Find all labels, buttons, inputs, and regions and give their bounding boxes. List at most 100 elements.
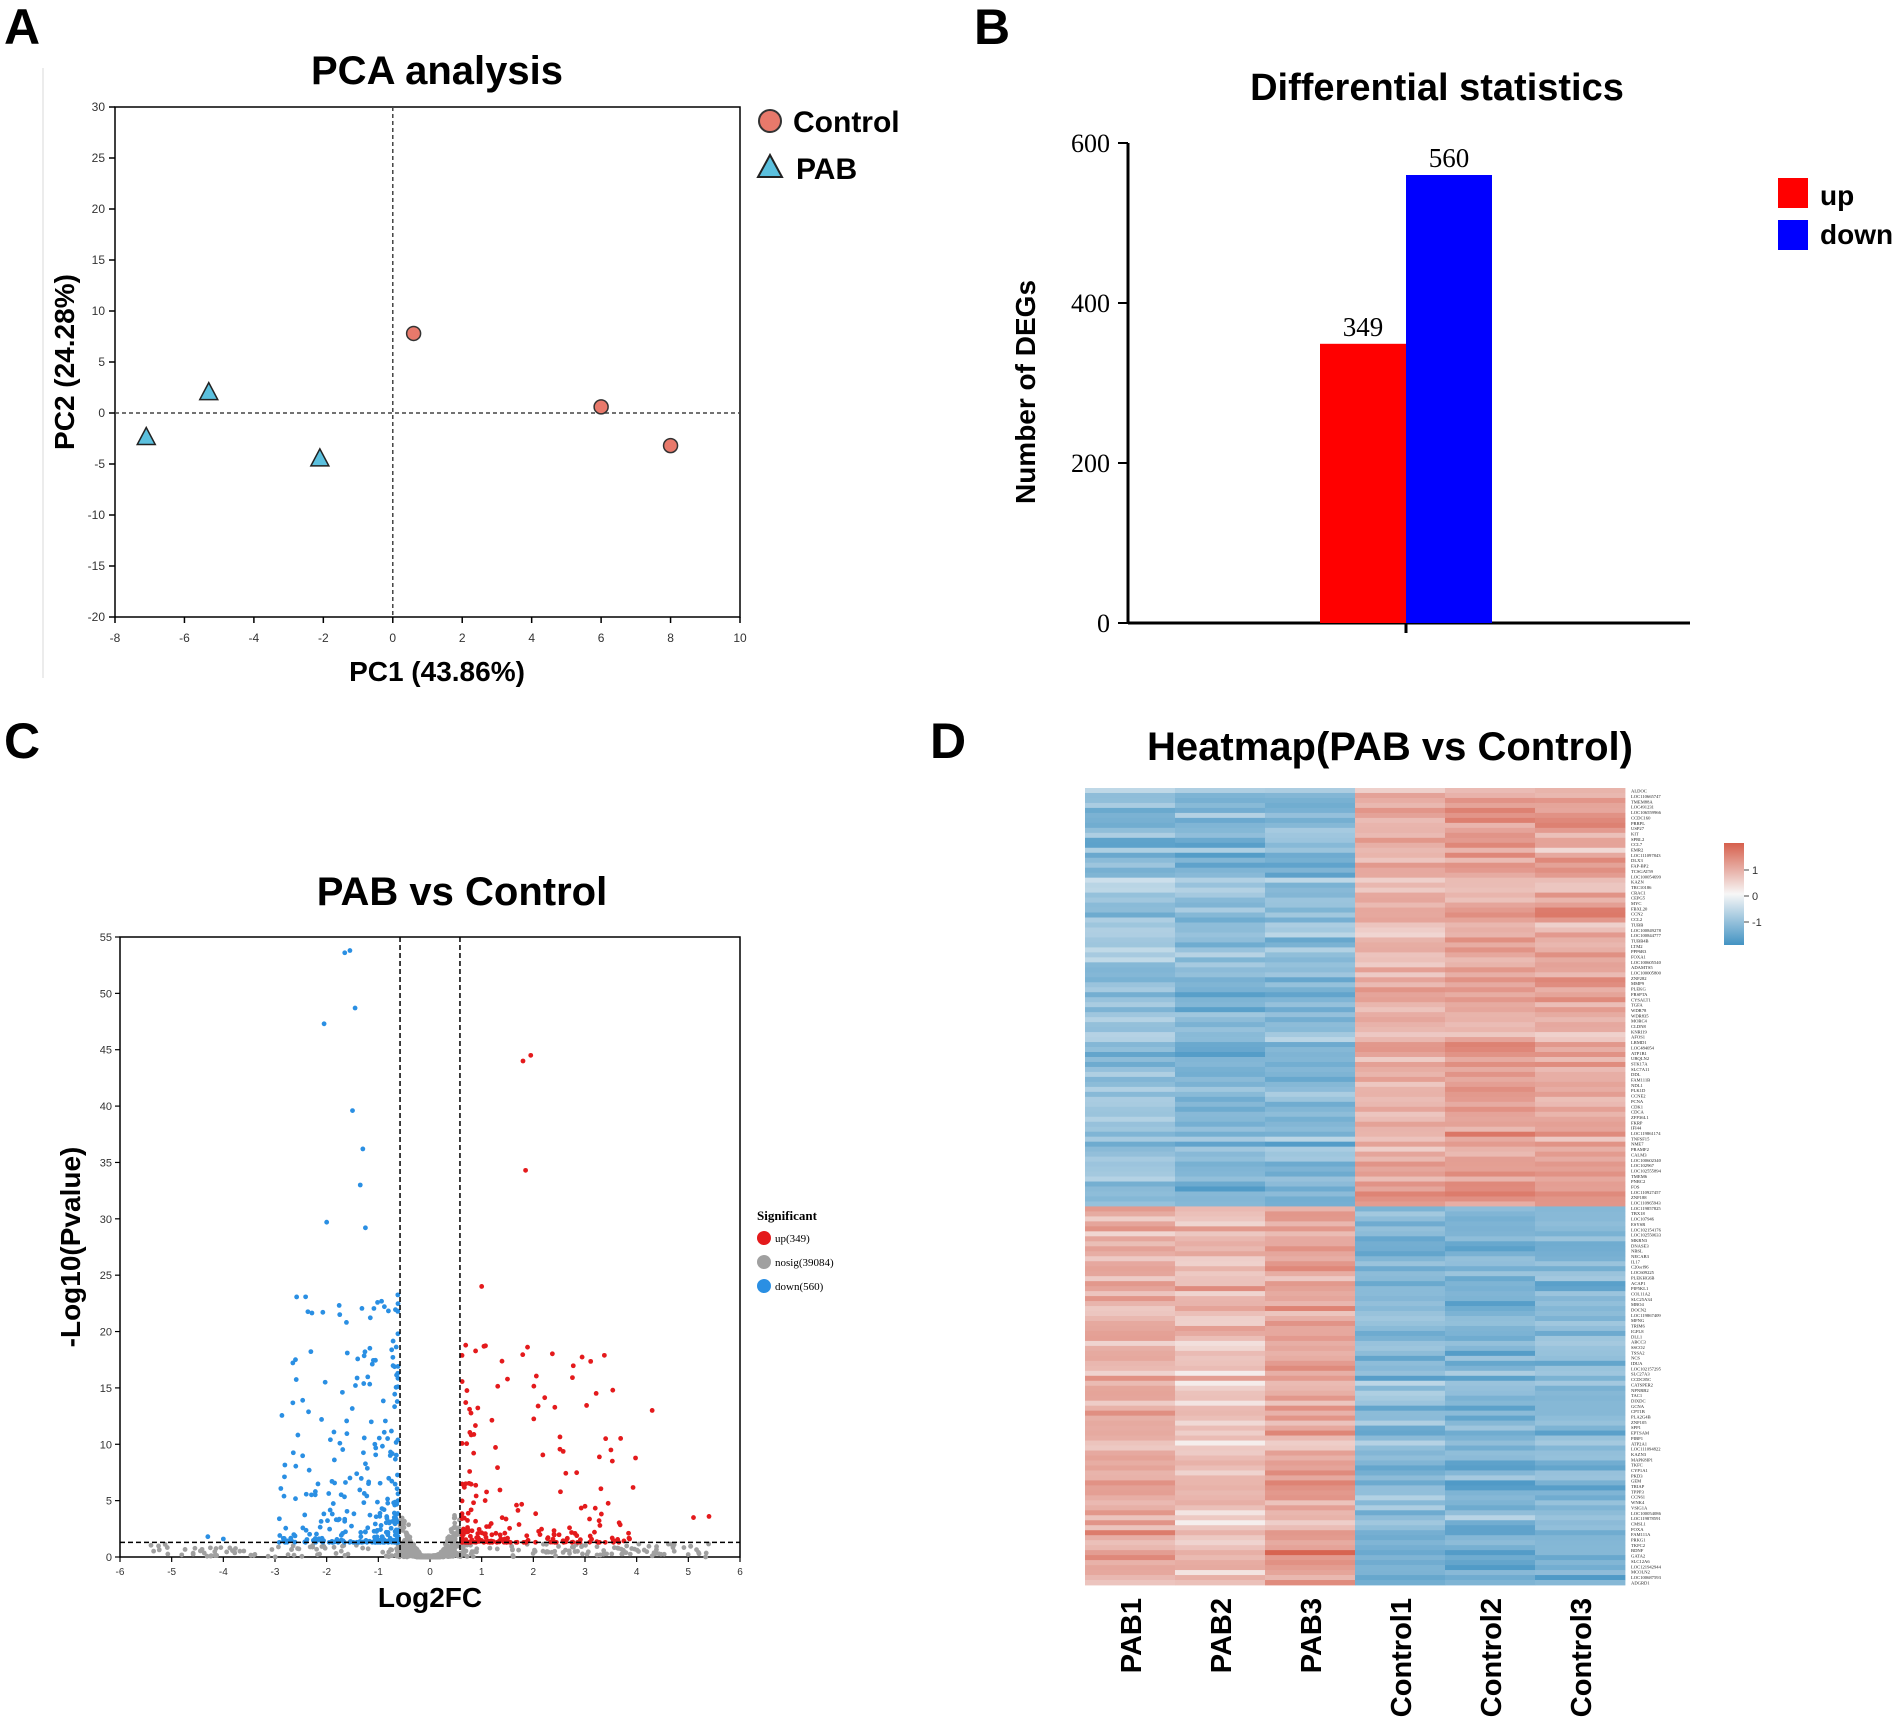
heatmap-cell: [1355, 1450, 1446, 1456]
volcano-nosig-point: [552, 1548, 558, 1554]
heatmap-cell: [1355, 1425, 1446, 1431]
heatmap-cell: [1445, 1171, 1536, 1177]
heatmap-cell: [1355, 862, 1446, 869]
heatmap-cell: [1085, 1007, 1176, 1013]
heatmap-cell: [1085, 1017, 1176, 1023]
volcano-nosig-point: [463, 1548, 469, 1554]
heatmap-cell: [1445, 817, 1536, 824]
volcano-nosig-point: [609, 1551, 615, 1557]
heatmap-cell: [1445, 987, 1536, 993]
heatmap-cell: [1445, 977, 1536, 983]
heatmap-cell: [1175, 1251, 1266, 1257]
heatmap-gene-label: CCDC160: [1631, 815, 1651, 820]
panel-letter-b: B: [974, 0, 1010, 55]
heatmap-gene-label: KNRI19: [1631, 1029, 1648, 1034]
volcano-down-point: [392, 1391, 398, 1397]
heatmap-cell: [1175, 1221, 1266, 1227]
heatmap-gene-label: ATP2A1: [1631, 1441, 1648, 1446]
heatmap-cell: [1535, 1171, 1626, 1177]
heatmap-cell: [1355, 1350, 1446, 1357]
volcano-up-point: [601, 1352, 607, 1358]
heatmap-cell: [1085, 947, 1176, 953]
heatmap-cell: [1445, 1032, 1536, 1038]
heatmap-cell: [1175, 1017, 1266, 1023]
heatmap-cell: [1265, 822, 1356, 829]
heatmap-gene-label: PNRC2: [1631, 1179, 1646, 1184]
heatmap-cell: [1355, 1131, 1446, 1138]
heatmap-gene-label: GCNA: [1631, 1404, 1645, 1409]
heatmap-cell: [1085, 927, 1176, 933]
heatmap-cell: [1175, 1216, 1266, 1222]
volcano-up-point: [578, 1505, 584, 1511]
heatmap-gene-label: FKRP: [1631, 1120, 1643, 1125]
volcano-x-tick-label: -6: [116, 1567, 125, 1578]
volcano-up-point: [489, 1532, 495, 1538]
heatmap-cell: [1445, 1081, 1536, 1088]
heatmap-cell: [1355, 1360, 1446, 1367]
heatmap-cell: [1535, 837, 1626, 844]
heatmap-gene-label: PRAMF2: [1631, 1147, 1650, 1152]
heatmap-cell: [1355, 1116, 1446, 1123]
volcano-up-point: [497, 1487, 503, 1493]
heatmap-cell: [1265, 947, 1356, 953]
heatmap-cell: [1445, 1221, 1536, 1227]
heatmap-cell: [1085, 1116, 1176, 1123]
heatmap-cell: [1445, 942, 1536, 948]
volcano-down-point: [306, 1467, 312, 1473]
volcano-up-point: [475, 1405, 481, 1411]
volcano-down-point: [362, 1349, 368, 1355]
pca-legend: Control PAB: [756, 106, 900, 186]
heatmap-cell: [1085, 1281, 1176, 1287]
heatmap-cell: [1175, 1470, 1266, 1476]
heatmap-cell: [1535, 1490, 1626, 1496]
heatmap-cell: [1355, 1415, 1446, 1422]
heatmap-cell: [1445, 1435, 1536, 1441]
heatmap-cell: [1535, 1316, 1626, 1322]
heatmap-cell: [1085, 1047, 1176, 1053]
heatmap-cell: [1355, 1042, 1446, 1048]
heatmap-cell: [1085, 1455, 1176, 1461]
heatmap-gene-label: ATP1B1: [1631, 1051, 1648, 1056]
heatmap-cell: [1355, 1012, 1446, 1018]
heatmap-cell: [1355, 907, 1446, 913]
heatmap-cell: [1355, 822, 1446, 829]
pca-x-tick-label: -8: [110, 631, 121, 645]
volcano-down-point: [319, 1417, 324, 1422]
volcano-down-point: [349, 1406, 355, 1411]
heatmap-gene-label: LOC111097843: [1631, 853, 1661, 858]
heatmap-cell: [1265, 922, 1356, 928]
heatmap-cell: [1355, 912, 1446, 918]
volcano-nosig-point: [333, 1551, 339, 1556]
heatmap-cell: [1265, 1196, 1356, 1202]
heatmap-cell: [1085, 1161, 1176, 1167]
heatmap-cell: [1175, 1047, 1266, 1053]
heatmap-cell: [1445, 1470, 1536, 1476]
heatmap-cell: [1535, 1470, 1626, 1476]
heatmap-gene-label: CCN61: [1631, 1495, 1646, 1500]
heatmap-cell: [1355, 1320, 1446, 1327]
volcano-up-point: [523, 1167, 528, 1173]
volcano-up-point: [520, 1058, 526, 1064]
volcano-up-point: [598, 1511, 604, 1517]
heatmap-cell: [1445, 1465, 1536, 1471]
volcano-legend-nosig-label: nosig(39084): [775, 1257, 834, 1269]
heatmap-cell: [1085, 1276, 1176, 1282]
heatmap-cell: [1265, 1186, 1356, 1192]
heatmap-cell: [1535, 877, 1626, 884]
heatmap-cell: [1085, 962, 1176, 968]
heatmap-cell: [1085, 977, 1176, 983]
heatmap-cell: [1265, 982, 1356, 988]
heatmap-cell: [1085, 852, 1176, 859]
heatmap-cell: [1265, 952, 1356, 958]
volcano-down-point: [393, 1516, 399, 1522]
heatmap-gene-label: CCNE2: [1631, 1094, 1646, 1099]
heatmap-cell: [1535, 1430, 1626, 1436]
heatmap-cell: [1175, 1510, 1266, 1516]
heatmap-cell: [1175, 1027, 1266, 1033]
volcano-y-label: -Log10(Pvalue): [55, 1147, 86, 1348]
heatmap-cell: [1265, 1281, 1356, 1287]
heatmap-cell: [1175, 1390, 1266, 1397]
heatmap-cell: [1265, 1012, 1356, 1018]
heatmap-cell: [1355, 1261, 1446, 1267]
heatmap-cell: [1265, 1171, 1356, 1177]
